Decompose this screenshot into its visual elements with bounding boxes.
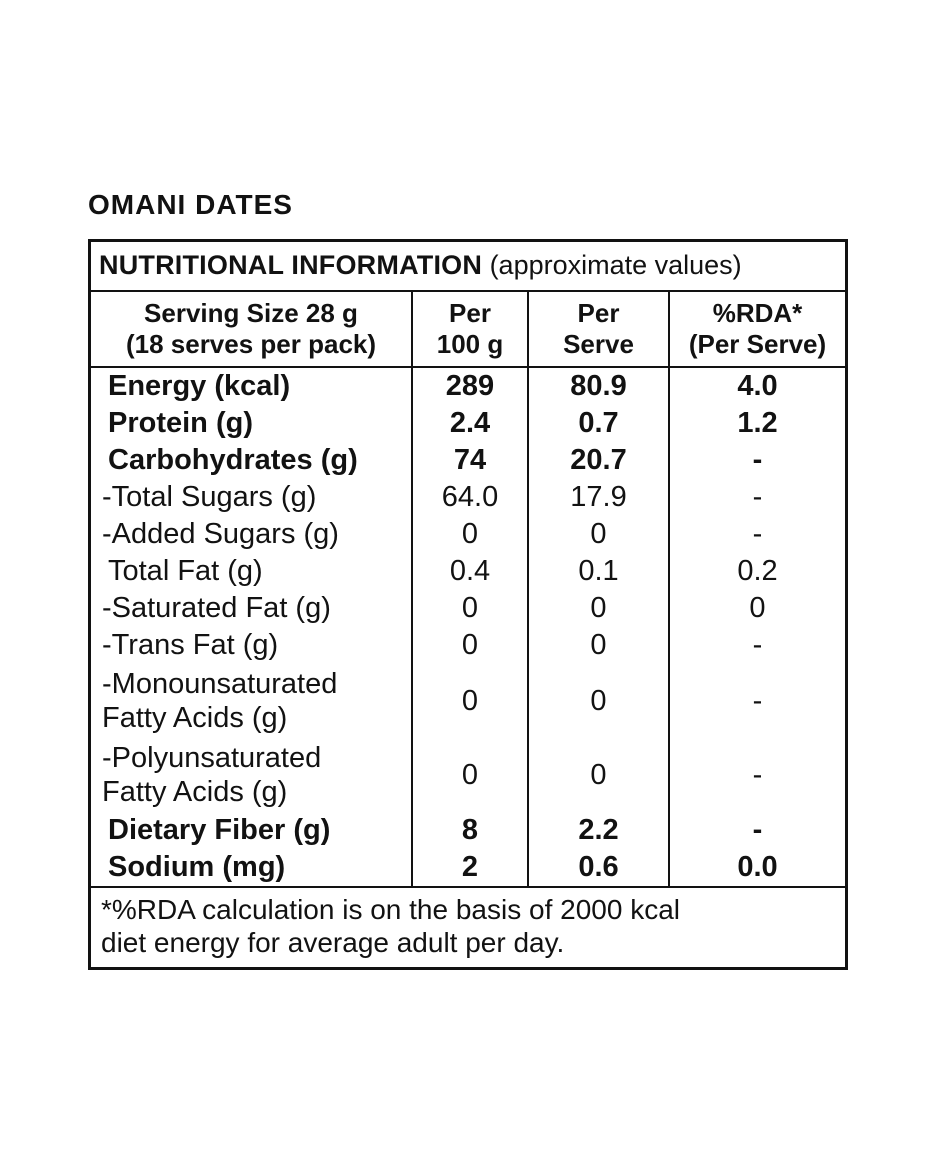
value-rda-per-serve: 0 [668,590,845,628]
table-title-row: NUTRITIONAL INFORMATION (approximate val… [91,242,845,293]
value-per-100g: 8 [411,812,527,850]
nutrient-label: -Saturated Fat (g) [102,592,331,625]
nutrient-label: -Polyunsaturated Fatty Acids (g) [102,741,322,809]
column-header-0: Serving Size 28 g (18 serves per pack) [125,298,377,359]
value-per-100g: 289 [411,368,527,406]
nutrient-label: -Total Sugars (g) [102,481,317,514]
value-per-serve: 20.7 [527,442,668,480]
nutrient-label: Protein (g) [108,407,253,440]
value-per-100g: 0 [411,664,527,739]
table-footnote: *%RDA calculation is on the basis of 200… [91,886,845,967]
nutrient-row: Protein (g) 2.4 0.7 1.2 [91,405,845,443]
value-rda-per-serve: 1.2 [668,405,845,443]
value-rda-per-serve: 0.2 [668,553,845,591]
value-per-serve: 2.2 [527,812,668,850]
value-per-100g: 2 [411,849,527,887]
nutrient-row: Energy (kcal) 289 80.9 4.0 [91,368,845,406]
column-header-3: %RDA* (Per Serve) [668,292,845,367]
value-per-serve: 0.7 [527,405,668,443]
table-body: Energy (kcal) 289 80.9 4.0 Protein (g) 2.4 0.7… [91,368,845,887]
column-header-2: Per Serve [527,292,668,367]
value-per-serve: 0 [527,627,668,665]
value-per-serve: 0.6 [527,849,668,887]
nutrient-row: -Saturated Fat (g) 0 0 0 [91,590,845,628]
value-per-serve: 0 [527,664,668,739]
value-per-100g: 0 [411,516,527,554]
value-per-100g: 0.4 [411,553,527,591]
nutrient-label: -Monounsaturated Fatty Acids (g) [102,667,338,735]
nutrient-row: Sodium (mg) 2 0.6 0.0 [91,849,845,887]
value-per-serve: 0 [527,590,668,628]
value-rda-per-serve: - [668,516,845,554]
nutrient-label: Carbohydrates (g) [108,444,358,477]
nutrient-row: -Total Sugars (g) 64.0 17.9- [91,479,845,517]
value-per-serve: 80.9 [527,368,668,406]
nutrient-label: Dietary Fiber (g) [108,814,331,847]
nutrient-label: -Trans Fat (g) [102,629,279,662]
value-per-serve: 17.9 [527,479,668,517]
nutrient-row: Carbohydrates (g) 74 20.7- [91,442,845,480]
value-per-100g: 0 [411,590,527,628]
value-per-serve: 0.1 [527,553,668,591]
value-rda-per-serve: 4.0 [668,368,845,406]
value-rda-per-serve: - [668,627,845,665]
value-rda-per-serve: - [668,664,845,739]
value-rda-per-serve: 0.0 [668,849,845,887]
value-per-serve: 0 [527,516,668,554]
value-per-100g: 0 [411,627,527,665]
value-rda-per-serve: - [668,812,845,850]
nutrition-table: NUTRITIONAL INFORMATION (approximate val… [88,239,848,971]
nutrient-label: Energy (kcal) [108,370,291,403]
nutrient-label: -Added Sugars (g) [102,518,339,551]
product-title: OMANI DATES [88,189,293,220]
table-title: NUTRITIONAL INFORMATION [99,250,483,280]
value-per-100g: 64.0 [411,479,527,517]
nutrient-label: Total Fat (g) [108,555,263,588]
value-rda-per-serve: - [668,479,845,517]
value-rda-per-serve: - [668,738,845,813]
nutrient-row: -Added Sugars (g) 0 0- [91,516,845,554]
column-header-1: Per 100 g [411,292,527,367]
nutrient-row: -Polyunsaturated Fatty Acids (g) 0 0- [91,738,845,813]
value-per-100g: 74 [411,442,527,480]
table-header-row: Serving Size 28 g (18 serves per pack) Pe… [91,292,845,369]
value-per-serve: 0 [527,738,668,813]
nutrient-row: -Trans Fat (g) 0 0- [91,627,845,665]
value-rda-per-serve: - [668,442,845,480]
nutrient-row: Total Fat (g) 0.4 0.1 0.2 [91,553,845,591]
value-per-100g: 2.4 [411,405,527,443]
nutrient-row: -Monounsaturated Fatty Acids (g) 0 0- [91,664,845,739]
table-title-note: (approximate values) [482,250,742,280]
nutrient-label: Sodium (mg) [108,851,286,884]
nutrient-row: Dietary Fiber (g) 8 2.2- [91,812,845,850]
value-per-100g: 0 [411,738,527,813]
